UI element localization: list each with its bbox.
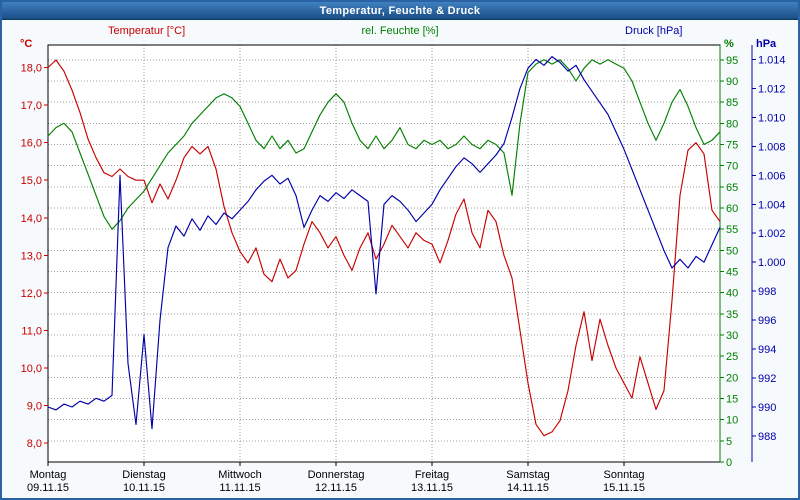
temperature-series-label: Temperatur [°C] — [108, 25, 186, 37]
humidity-tick-label: 45 — [726, 266, 738, 278]
humidity-series-label: rel. Feuchte [%] — [361, 25, 439, 37]
date-label: 10.11.15 — [123, 482, 165, 494]
temperature-tick-label: 17,0 — [21, 100, 42, 112]
pressure-tick-label: 998 — [758, 286, 776, 298]
pressure-tick-label: 1.004 — [758, 199, 786, 211]
humidity-tick-label: 90 — [726, 76, 738, 88]
date-label: 11.11.15 — [219, 482, 260, 494]
humidity-tick-label: 30 — [726, 330, 738, 342]
temperature-tick-label: 10,0 — [21, 363, 42, 375]
pressure-tick-label: 988 — [758, 431, 776, 443]
humidity-tick-label: 10 — [726, 415, 738, 427]
pressure-tick-label: 1.010 — [758, 112, 786, 124]
humidity-tick-label: 40 — [726, 288, 738, 300]
window-title: Temperatur, Feuchte & Druck — [319, 4, 481, 17]
temperature-tick-label: 16,0 — [21, 138, 42, 150]
humidity-tick-label: 75 — [726, 139, 738, 151]
pressure-tick-label: 990 — [758, 402, 776, 414]
humidity-tick-label: 95 — [726, 55, 738, 67]
pressure-tick-label: 994 — [758, 344, 776, 356]
weekday-label: Dienstag — [122, 469, 165, 481]
window-title-bar[interactable]: Temperatur, Feuchte & Druck — [2, 2, 798, 20]
temperature-series-line — [47, 59, 721, 437]
humidity-tick-label: 25 — [726, 351, 738, 363]
humidity-tick-label: 55 — [726, 224, 738, 236]
temperature-tick-label: 13,0 — [21, 250, 42, 262]
pressure-tick-label: 996 — [758, 315, 776, 327]
pressure-tick-label: 992 — [758, 373, 776, 385]
weekday-label: Samstag — [506, 469, 549, 481]
humidity-tick-label: 35 — [726, 309, 738, 321]
weekday-label: Sonntag — [604, 469, 645, 481]
temperature-tick-label: 9,0 — [27, 401, 42, 413]
humidity-series-line — [47, 59, 721, 230]
plot-background — [48, 45, 720, 462]
humidity-tick-label: 60 — [726, 203, 738, 215]
weekday-label: Donnerstag — [308, 469, 365, 481]
pressure-tick-label: 1.006 — [758, 170, 786, 182]
humidity-tick-label: 80 — [726, 118, 738, 130]
date-label: 14.11.15 — [507, 482, 549, 494]
temperature-tick-label: 18,0 — [21, 63, 42, 75]
date-label: 13.11.15 — [411, 482, 453, 494]
date-label: 09.11.15 — [27, 482, 69, 494]
temperature-tick-label: 12,0 — [21, 288, 42, 300]
humidity-tick-label: 0 — [726, 457, 732, 469]
pressure-axis-unit: hPa — [756, 38, 777, 50]
temperature-tick-label: 15,0 — [21, 175, 42, 187]
temperature-tick-label: 14,0 — [21, 213, 42, 225]
pressure-tick-label: 1.012 — [758, 83, 786, 95]
temperature-tick-label: 8,0 — [27, 438, 42, 450]
humidity-tick-label: 85 — [726, 97, 738, 109]
temperature-axis-unit: °C — [20, 38, 33, 50]
humidity-tick-label: 70 — [726, 161, 738, 173]
temperature-tick-label: 11,0 — [21, 326, 42, 338]
humidity-tick-label: 50 — [726, 245, 738, 257]
humidity-tick-label: 65 — [726, 182, 738, 194]
pressure-tick-label: 1.002 — [758, 228, 786, 240]
humidity-tick-label: 5 — [726, 436, 732, 448]
humidity-axis-unit: % — [724, 38, 734, 50]
pressure-tick-label: 1.008 — [758, 141, 786, 153]
pressure-series-label: Druck [hPa] — [625, 25, 683, 37]
date-label: 12.11.15 — [315, 482, 357, 494]
humidity-tick-label: 20 — [726, 372, 738, 384]
pressure-series-line — [47, 56, 721, 430]
weekday-label: Freitag — [415, 469, 449, 481]
pressure-tick-label: 1.014 — [758, 54, 786, 66]
humidity-tick-label: 15 — [726, 393, 738, 405]
date-label: 15.11.15 — [603, 482, 645, 494]
pressure-tick-label: 1.000 — [758, 257, 786, 269]
weekday-label: Mittwoch — [218, 469, 261, 481]
weekday-label: Montag — [30, 469, 67, 481]
